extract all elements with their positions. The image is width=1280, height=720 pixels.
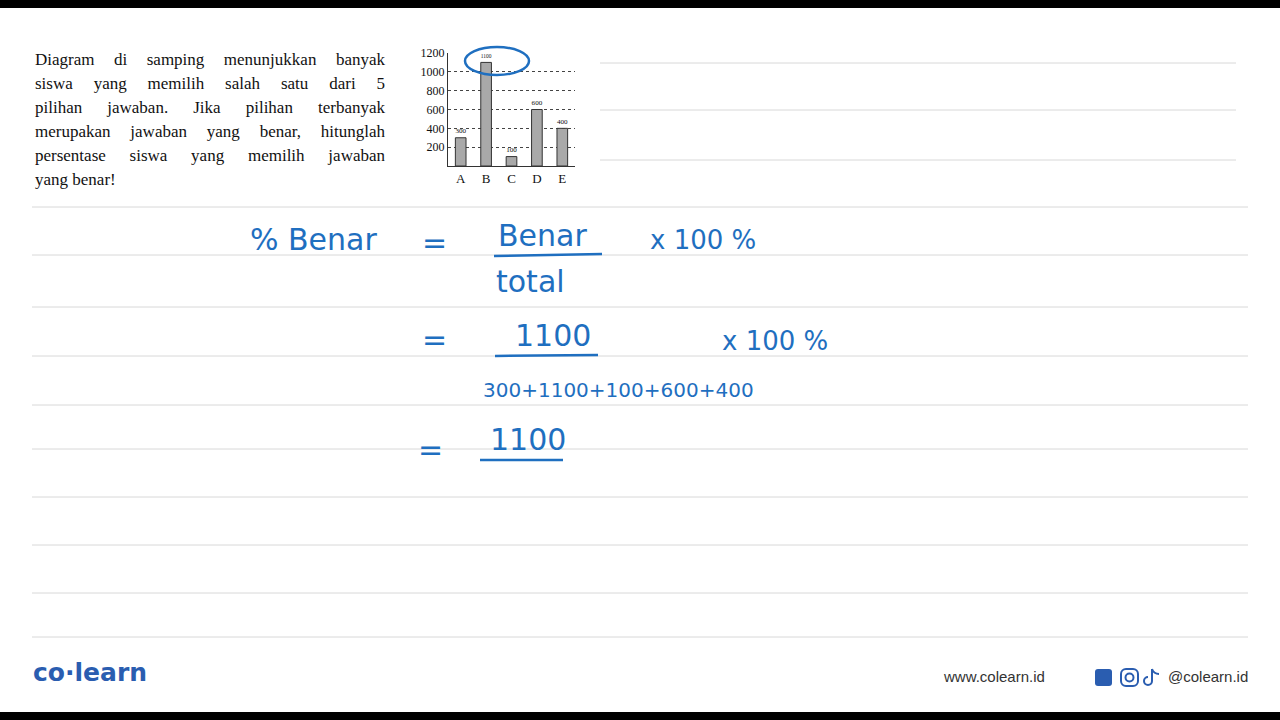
html-text:merupakan jawaban yang benar,: merupakan jawaban yang benar, hitunglah: [35, 122, 385, 141]
svg-text:E: E: [558, 171, 566, 186]
svg-text:A: A: [456, 171, 466, 186]
html-text:x 100 %: x 100 %: [722, 326, 829, 356]
html-text:1100: 1100: [515, 318, 592, 353]
svg-text:400: 400: [557, 118, 568, 126]
html-text:Diagram di samping menunjukkan: Diagram di samping menunjukkan banyak: [35, 50, 385, 69]
html-text:persentase siswa yang memilih: persentase siswa yang memilih jawaban: [35, 146, 385, 165]
html-text:co·learn: co·learn: [33, 658, 147, 687]
html-text:Benar: Benar: [498, 218, 587, 253]
html-text:yang benar!: yang benar!: [35, 170, 116, 189]
html-text:% Benar: % Benar: [250, 222, 377, 257]
svg-text:400: 400: [427, 122, 445, 136]
html-text:siswa yang memilih salah satu: siswa yang memilih salah satu dari 5: [35, 74, 385, 93]
svg-text:200: 200: [427, 140, 445, 154]
html-text:x 100 %: x 100 %: [650, 225, 757, 255]
html-text:www.colearn.id: www.colearn.id: [944, 668, 1045, 685]
svg-text:D: D: [532, 171, 541, 186]
svg-text:600: 600: [427, 103, 445, 117]
svg-text:100: 100: [506, 146, 517, 154]
svg-text:1200: 1200: [421, 46, 445, 60]
svg-text:800: 800: [427, 84, 445, 98]
svg-text:B: B: [482, 171, 491, 186]
html-text:1100: 1100: [490, 422, 567, 457]
html-text:@colearn.id: @colearn.id: [1168, 668, 1249, 685]
svg-text:C: C: [507, 171, 516, 186]
html-text:300+1100+100+600+400: 300+1100+100+600+400: [483, 378, 754, 402]
svg-text:300: 300: [455, 127, 466, 135]
html-text:total: total: [496, 264, 565, 299]
html-text:pilihan jawaban. Jika pilihan: pilihan jawaban. Jika pilihan terbanyak: [35, 98, 385, 117]
svg-text:1100: 1100: [481, 53, 492, 59]
svg-text:600: 600: [532, 99, 543, 107]
svg-text:1000: 1000: [421, 65, 445, 79]
